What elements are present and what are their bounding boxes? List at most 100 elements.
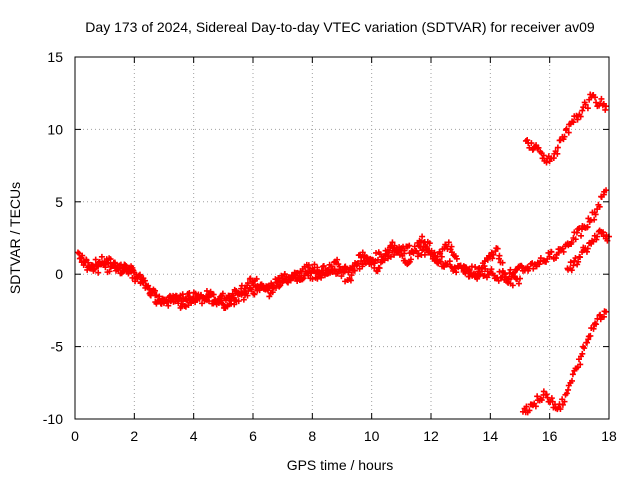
data-point-track-a — [253, 275, 260, 282]
data-point-track-a — [406, 242, 413, 249]
data-point-track-a-spread — [95, 269, 102, 276]
data-point-track-b — [554, 144, 561, 151]
data-point-track-a-spread — [102, 264, 109, 271]
data-point-track-a — [546, 253, 553, 260]
data-point-track-a-spread — [218, 297, 225, 304]
data-point-track-a-spread — [230, 292, 237, 299]
data-point-track-a-spread — [490, 251, 497, 258]
data-point-track-a-spread — [226, 297, 233, 304]
data-point-track-d — [543, 391, 550, 398]
data-point-track-a — [305, 262, 312, 269]
data-point-track-a — [391, 251, 398, 258]
data-point-track-a — [537, 255, 544, 262]
data-point-track-d — [568, 377, 575, 384]
data-point-track-a — [592, 211, 599, 218]
data-point-track-b — [592, 94, 599, 101]
data-point-track-c — [567, 259, 574, 266]
data-point-track-c — [568, 267, 575, 274]
data-point-track-a-spread — [505, 276, 512, 283]
data-point-track-d — [593, 321, 600, 328]
data-point-track-a-spread — [398, 247, 405, 254]
data-point-track-a-spread — [381, 257, 388, 264]
data-point-track-a-spread — [499, 259, 506, 266]
data-point-track-c — [590, 238, 597, 245]
data-point-track-a — [98, 253, 105, 260]
data-point-track-a-spread — [509, 282, 516, 289]
data-point-track-a-spread — [407, 256, 414, 263]
data-point-track-a-spread — [132, 278, 139, 285]
data-point-track-d — [561, 398, 568, 405]
data-point-track-a — [584, 223, 591, 230]
data-point-track-d — [600, 313, 607, 320]
y-tick-label: 0 — [55, 266, 63, 282]
data-point-track-a-spread — [112, 260, 119, 267]
data-point-track-a-spread — [307, 269, 314, 276]
data-point-track-b — [528, 140, 535, 147]
y-tick-label: 5 — [55, 194, 63, 210]
data-point-track-a-spread — [413, 248, 420, 255]
x-tick-label: 16 — [542, 428, 558, 444]
data-point-track-a-spread — [135, 272, 142, 279]
data-point-track-a-spread — [77, 255, 84, 262]
data-point-track-a-spread — [474, 275, 481, 282]
data-point-track-a-spread — [341, 268, 348, 275]
data-point-track-a — [596, 203, 603, 210]
x-tick-label: 2 — [130, 428, 138, 444]
data-point-track-b — [565, 129, 572, 136]
data-point-track-a-spread — [371, 260, 378, 267]
data-point-track-a-spread — [178, 298, 185, 305]
data-point-track-a-spread — [419, 233, 426, 240]
data-point-track-b — [535, 144, 542, 151]
data-point-track-a — [247, 275, 254, 282]
data-point-track-a-spread — [266, 293, 273, 300]
x-tick-label: 8 — [308, 428, 316, 444]
data-point-track-a-spread — [517, 275, 523, 282]
y-axis-label: SDTVAR / TECUs — [7, 182, 23, 294]
y-tick-label: -10 — [43, 411, 63, 427]
data-point-track-a — [603, 187, 610, 194]
y-tick-labels: -10 -5 0 5 10 15 — [43, 49, 63, 427]
data-point-track-a-spread — [85, 259, 92, 266]
data-point-track-a-spread — [300, 275, 307, 282]
data-point-track-a — [311, 261, 318, 268]
data-point-track-a — [568, 239, 575, 246]
x-tick-label: 0 — [71, 428, 79, 444]
data-point-track-d — [577, 361, 584, 368]
data-points — [74, 91, 612, 416]
data-point-track-a-spread — [453, 255, 460, 262]
data-point-track-a-spread — [347, 277, 354, 284]
data-point-track-a-spread — [389, 239, 396, 246]
data-point-track-b — [524, 137, 531, 144]
data-point-track-a — [359, 261, 366, 268]
data-point-track-b — [554, 150, 561, 157]
data-point-track-a-spread — [281, 271, 288, 278]
data-point-track-a-spread — [105, 259, 112, 266]
data-point-track-a-spread — [354, 260, 361, 267]
data-point-track-a-spread — [382, 252, 389, 259]
data-point-track-a-spread — [448, 243, 455, 250]
data-point-track-b — [557, 137, 564, 144]
data-point-track-a-spread — [248, 286, 255, 293]
y-tick-label: 15 — [47, 49, 63, 65]
data-point-track-b — [526, 144, 533, 151]
data-point-track-d — [523, 403, 530, 410]
data-point-track-a-spread — [423, 244, 430, 251]
data-point-track-a — [472, 264, 479, 271]
data-point-track-c — [577, 254, 584, 261]
data-point-track-d — [557, 406, 564, 413]
x-tick-label: 14 — [483, 428, 499, 444]
data-point-track-c — [570, 262, 577, 269]
data-point-track-a-spread — [351, 267, 358, 274]
data-point-track-a-spread — [329, 266, 336, 273]
data-point-track-a — [437, 258, 444, 265]
data-point-track-a-spread — [338, 273, 345, 280]
grid — [75, 57, 609, 419]
x-axis-label: GPS time / hours — [287, 457, 394, 473]
data-point-track-c — [575, 258, 582, 265]
data-point-track-a-spread — [370, 257, 377, 264]
data-point-track-d — [559, 401, 566, 408]
data-point-track-b — [540, 152, 547, 159]
data-point-track-d — [540, 388, 547, 395]
data-point-track-d — [563, 390, 570, 397]
